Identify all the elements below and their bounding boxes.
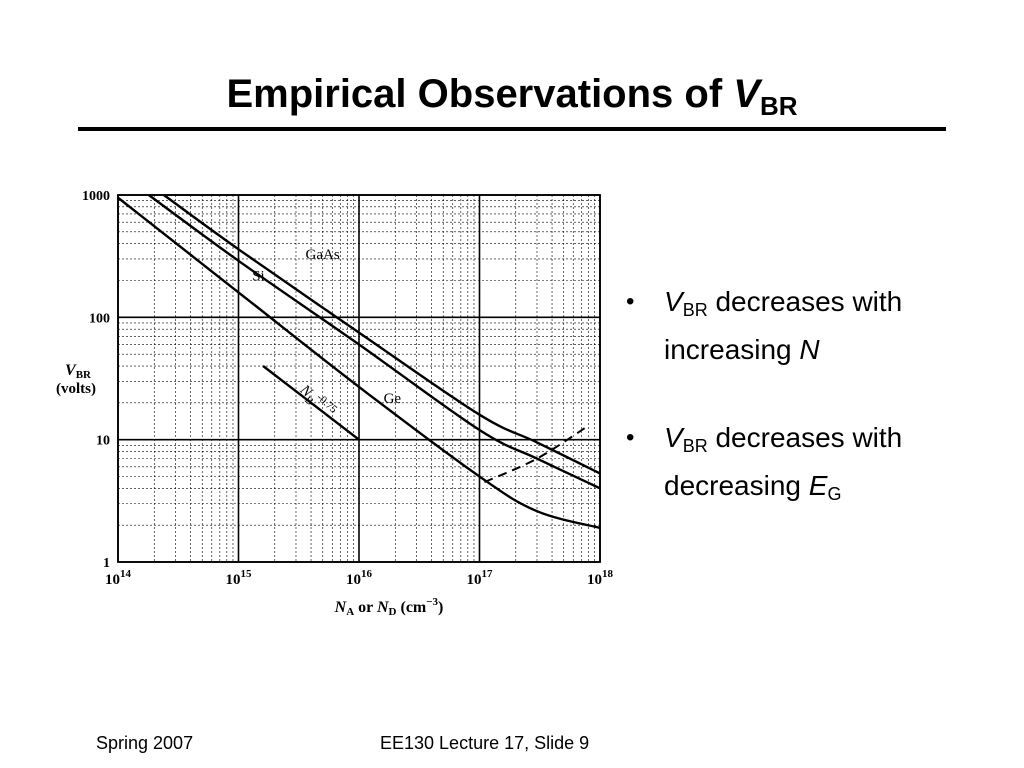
y-tick-label: 1: [103, 556, 110, 571]
bullet-tail-sub: G: [827, 484, 842, 504]
bullet-text: decreases with decreasing: [664, 422, 903, 501]
annotation-label: GaAs: [306, 247, 340, 263]
title-var: V: [733, 72, 760, 116]
series-line-si: [148, 194, 601, 490]
y-tick-label: 1000: [82, 189, 110, 204]
chart-series: [117, 194, 601, 530]
bullet-var: V: [664, 286, 683, 317]
slide-title: Empirical Observations of VBR: [0, 70, 1024, 130]
footer-date: Spring 2007: [96, 733, 194, 753]
series-line-unnamed-3: [484, 424, 589, 484]
y-tick-label: 10: [96, 434, 110, 449]
bullet-sub: BR: [682, 436, 708, 456]
bullet-dot-icon: •: [626, 424, 635, 451]
title-sub: BR: [759, 91, 798, 121]
bullet-tail-var: E: [808, 470, 828, 501]
bullet-item-2: • VBR decreases with decreasing EG: [620, 418, 1010, 514]
y-tick-label: 100: [89, 311, 110, 326]
bullet-item-1: • VBR decreases with increasing N: [620, 282, 1010, 378]
y-axis-label: VBR: [65, 362, 92, 381]
series-line-gaas: [163, 194, 601, 475]
breakdown-voltage-chart: GaAs Si Ge NB-0.75 1 10 100 1000 1014 1015 1016 10…: [56, 189, 614, 618]
bullet-list: • VBR decreases with increasing N • VBR de…: [620, 282, 1010, 554]
plot-frame: [117, 194, 601, 563]
x-tick-label: 1015: [226, 568, 253, 588]
chart-tick-labels: 1 10 100 1000 1014 1015 1016 1017 1018: [82, 189, 614, 588]
chart-grid: [117, 194, 601, 563]
footer-slide-info: EE130 Lecture 17, Slide 9: [380, 733, 590, 753]
chart-axis-labels: VBR(volts) NA or ND (cm−3): [56, 362, 443, 618]
bullet-dot-icon: •: [626, 288, 635, 315]
annotation-label: Si: [252, 269, 265, 285]
series-line-unnamed-4: [262, 365, 360, 441]
annotation-label: NB-0.75: [294, 379, 340, 423]
x-tick-label: 1017: [467, 568, 494, 588]
title-divider: [78, 127, 946, 131]
series-line-ge: [117, 196, 601, 530]
annotation-label: Ge: [384, 391, 402, 407]
bullet-text: decreases with increasing: [664, 286, 903, 365]
x-axis-label: NA or ND (cm−3): [334, 596, 444, 618]
x-tick-label: 1018: [587, 568, 614, 588]
x-tick-label: 1016: [346, 568, 373, 588]
title-text: Empirical Observations of: [226, 72, 734, 116]
y-axis-unit-label: (volts): [56, 381, 96, 397]
x-tick-label: 1014: [105, 568, 132, 588]
bullet-sub: BR: [682, 300, 708, 320]
bullet-tail-var: N: [799, 334, 820, 365]
bullet-var: V: [664, 422, 683, 453]
